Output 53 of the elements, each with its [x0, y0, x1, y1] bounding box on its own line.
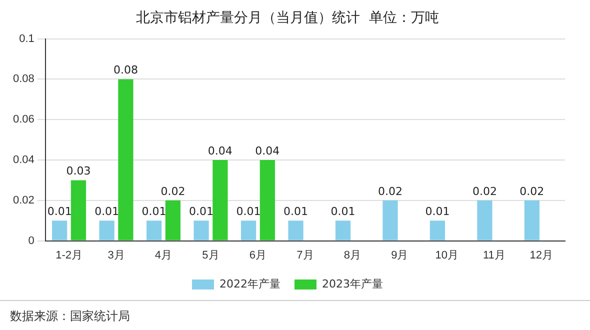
bar — [165, 200, 181, 240]
y-tick-label: 0.1 — [19, 32, 34, 45]
data-label: 0.02 — [378, 184, 402, 198]
bar — [477, 200, 492, 240]
bar — [212, 160, 228, 240]
x-tick-label: 6月 — [249, 249, 267, 262]
data-label: 0.08 — [113, 64, 138, 77]
bar — [118, 79, 134, 240]
data-label: 0.01 — [425, 204, 450, 218]
x-tick-label: 12月 — [530, 249, 554, 262]
x-tick-label: 10月 — [435, 249, 459, 262]
data-label: 0.04 — [208, 144, 232, 158]
bar — [99, 220, 114, 240]
bar — [240, 220, 256, 240]
y-tick-label: 0 — [28, 234, 34, 247]
x-tick-label: 3月 — [108, 249, 125, 262]
x-tick-label: 7月 — [296, 249, 314, 262]
data-label: 0.01 — [47, 204, 72, 218]
data-label: 0.01 — [189, 204, 214, 218]
y-tick-label: 0.04 — [12, 154, 34, 166]
source-note: 数据来源：国家统计局 — [0, 301, 590, 325]
x-tick-label: 5月 — [202, 249, 220, 262]
bar — [524, 200, 540, 240]
bar — [382, 200, 398, 240]
y-tick-label: 0.08 — [12, 73, 34, 86]
data-label: 0.01 — [330, 204, 356, 218]
data-label: 0.02 — [520, 184, 544, 198]
bar — [146, 220, 162, 240]
data-label: 0.04 — [255, 144, 280, 158]
x-tick-label: 8月 — [344, 249, 362, 262]
bar — [70, 180, 86, 240]
data-label: 0.02 — [472, 184, 497, 198]
bar — [288, 220, 304, 240]
bar — [260, 160, 275, 240]
data-label: 0.01 — [284, 204, 308, 218]
legend-label: 2022年产量 — [220, 277, 281, 290]
x-tick-label: 4月 — [154, 249, 172, 262]
y-tick-label: 0.02 — [12, 194, 34, 206]
data-label: 0.01 — [236, 204, 261, 218]
data-label: 0.01 — [142, 204, 166, 218]
data-label: 0.01 — [94, 204, 120, 218]
bar — [194, 220, 209, 240]
bar — [430, 220, 446, 240]
data-label: 0.02 — [160, 184, 186, 198]
x-tick-label: 9月 — [391, 249, 408, 262]
x-tick-label: 11月 — [482, 249, 506, 262]
x-tick-label: 1-2月 — [56, 249, 82, 262]
bar — [52, 220, 68, 240]
bar — [335, 220, 351, 240]
y-tick-label: 0.06 — [12, 114, 34, 126]
chart-title: 北京市铝材产量分月（当月值）统计 单位：万吨 — [136, 10, 439, 26]
legend-label: 2023年产量 — [322, 277, 383, 290]
data-label: 0.03 — [66, 164, 91, 178]
